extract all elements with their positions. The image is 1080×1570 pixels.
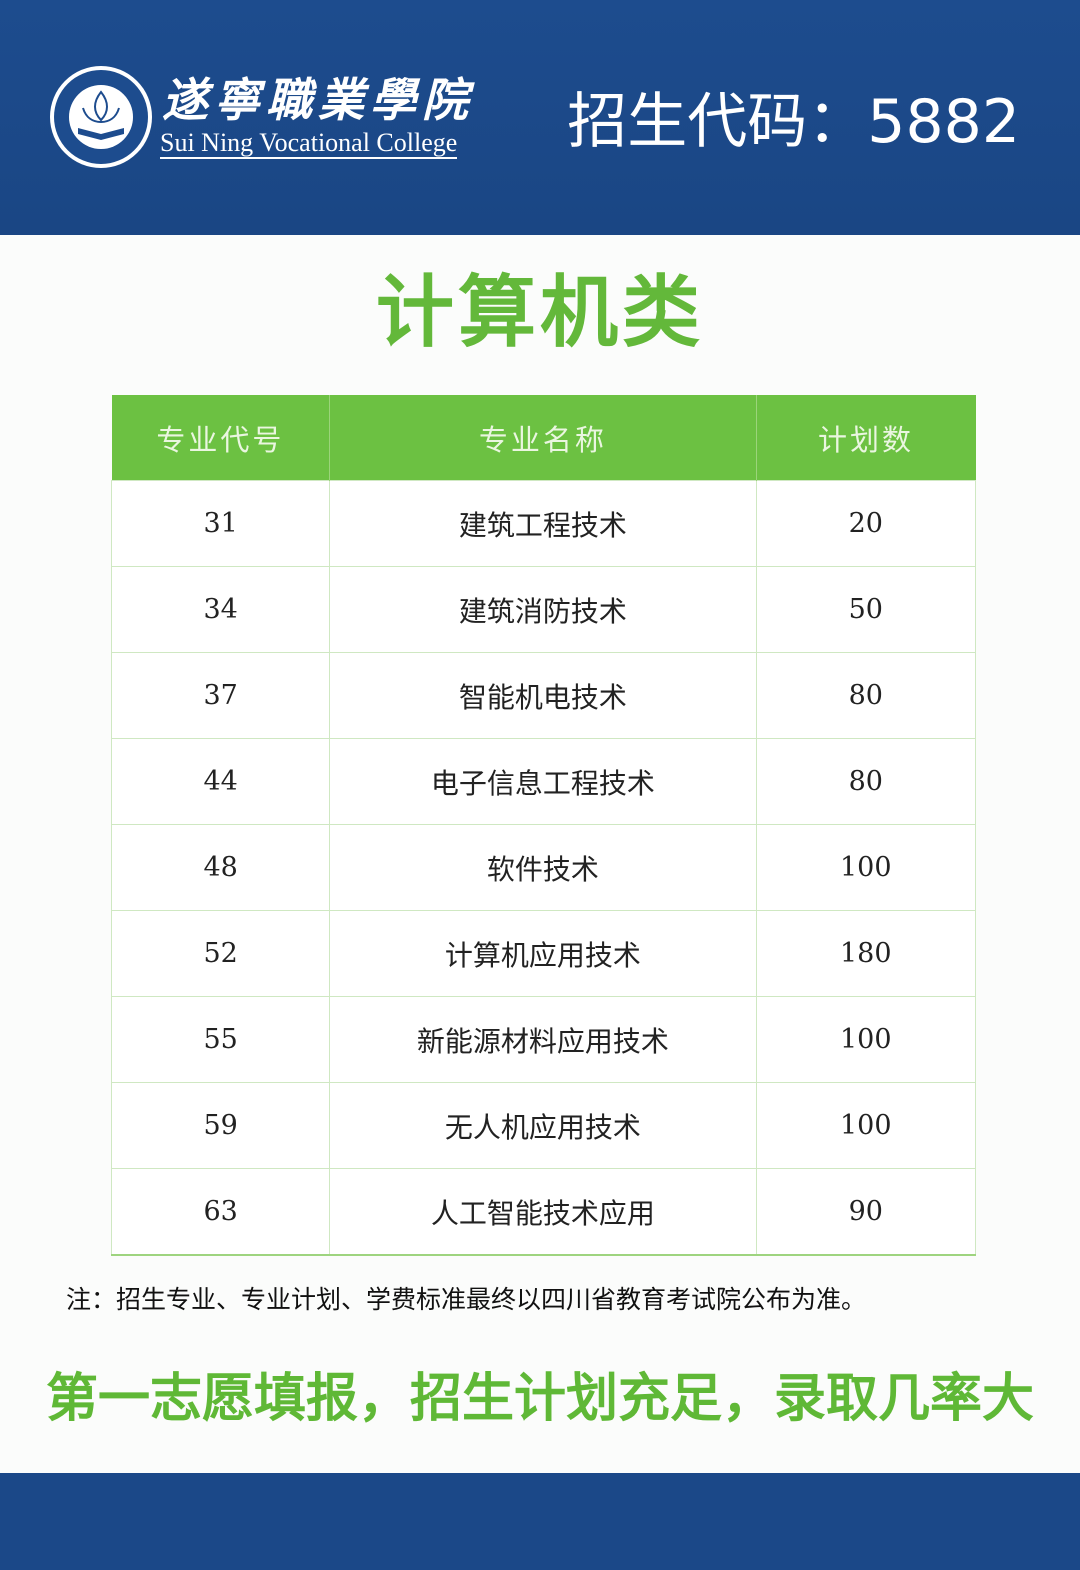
column-header-code: 专业代号 [111, 395, 331, 481]
table-row: 37 智能机电技术 80 [110, 652, 976, 739]
column-header-name: 专业名称 [329, 395, 757, 481]
table-row: 59 无人机应用技术 100 [110, 1082, 976, 1169]
major-code: 37 [110, 652, 331, 739]
table-header-row: 专业代号 专业名称 计划数 [111, 395, 976, 481]
plan-count: 100 [755, 996, 976, 1083]
table-row: 34 建筑消防技术 50 [110, 566, 976, 653]
table-row: 48 软件技术 100 [110, 824, 976, 911]
major-name: 智能机电技术 [329, 652, 757, 739]
major-code: 63 [110, 1168, 331, 1256]
major-name: 新能源材料应用技术 [329, 996, 757, 1083]
major-code: 34 [110, 566, 331, 653]
column-header-plan: 计划数 [756, 395, 976, 481]
major-name: 计算机应用技术 [329, 910, 757, 997]
table-row: 44 电子信息工程技术 80 [110, 738, 976, 825]
plan-count: 80 [755, 738, 976, 825]
plan-count: 50 [755, 566, 976, 653]
major-code: 52 [110, 910, 331, 997]
plan-count: 80 [755, 652, 976, 739]
plan-count: 20 [755, 480, 976, 567]
category-title: 计算机类 [375, 268, 704, 358]
plan-count: 100 [755, 824, 976, 911]
major-code: 48 [110, 824, 331, 911]
major-name: 软件技术 [329, 824, 757, 911]
table-row: 31 建筑工程技术 20 [110, 480, 976, 567]
major-name: 电子信息工程技术 [329, 738, 757, 825]
college-seal-logo [50, 66, 152, 168]
header-banner: 遂寧職業學院 Sui Ning Vocational College 招生代码：… [0, 0, 1080, 235]
college-name-en: Sui Ning Vocational College [160, 128, 458, 159]
major-code: 31 [110, 480, 331, 567]
major-name: 人工智能技术应用 [329, 1168, 757, 1256]
major-name: 无人机应用技术 [329, 1082, 757, 1169]
college-name-cn: 遂寧職業學院 [162, 73, 474, 127]
table-row: 63 人工智能技术应用 90 [110, 1168, 976, 1256]
major-name: 建筑工程技术 [329, 480, 757, 567]
major-code: 59 [110, 1082, 331, 1169]
major-name: 建筑消防技术 [329, 566, 757, 653]
plan-count: 90 [755, 1168, 976, 1256]
slogan: 第一志愿填报，招生计划充足，录取几率大 [45, 1369, 1034, 1429]
footer-banner [0, 1473, 1080, 1570]
table-row: 52 计算机应用技术 180 [110, 910, 976, 997]
major-code: 44 [110, 738, 331, 825]
footnote: 注：招生专业、专业计划、学费标准最终以四川省教育考试院公布为准。 [66, 1285, 867, 1314]
enrollment-code: 招生代码：5882 [567, 87, 1020, 157]
plan-count: 100 [755, 1082, 976, 1169]
plan-count: 180 [755, 910, 976, 997]
major-code: 55 [110, 996, 331, 1083]
table-row: 55 新能源材料应用技术 100 [110, 996, 976, 1083]
majors-table: 专业代号 专业名称 计划数 31 建筑工程技术 20 34 建筑消防技术 50 37 智能机电… [110, 395, 976, 1256]
